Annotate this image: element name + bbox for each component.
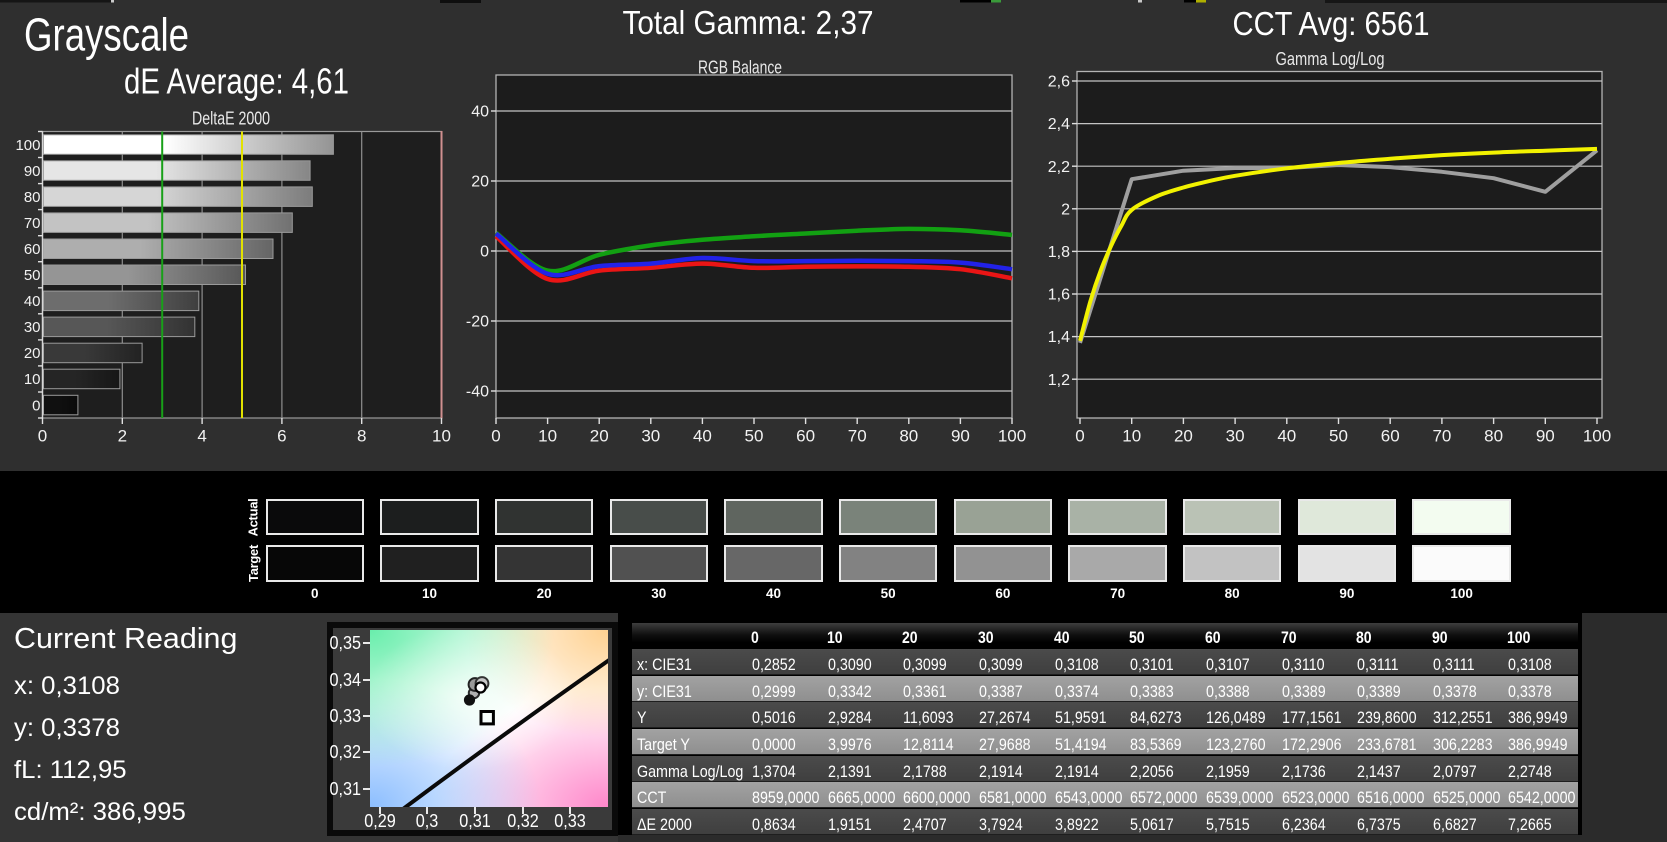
svg-text:1,4: 1,4 [1048, 329, 1070, 346]
svg-text:2: 2 [1061, 201, 1070, 218]
svg-text:-40: -40 [466, 384, 489, 401]
svg-text:0: 0 [38, 427, 47, 446]
svg-text:20: 20 [24, 345, 41, 362]
svg-text:2,2: 2,2 [1048, 159, 1070, 176]
svg-text:20: 20 [590, 427, 609, 446]
svg-text:0: 0 [1075, 427, 1084, 446]
svg-text:0: 0 [491, 427, 500, 446]
svg-text:Gamma Log/Log: Gamma Log/Log [1276, 49, 1385, 69]
svg-text:DeltaE 2000: DeltaE 2000 [192, 109, 270, 129]
svg-text:50: 50 [24, 267, 41, 284]
svg-text:40: 40 [24, 293, 41, 310]
svg-text:100: 100 [15, 137, 40, 154]
svg-text:1,2: 1,2 [1048, 372, 1070, 389]
svg-text:dE Average: 4,61: dE Average: 4,61 [124, 61, 349, 102]
svg-text:30: 30 [641, 427, 660, 446]
svg-text:40: 40 [471, 104, 489, 121]
svg-text:30: 30 [1226, 427, 1245, 446]
svg-text:50: 50 [1329, 427, 1348, 446]
svg-text:10: 10 [1122, 427, 1141, 446]
svg-text:Total Gamma: 2,37: Total Gamma: 2,37 [623, 4, 874, 41]
svg-text:1,8: 1,8 [1048, 244, 1070, 261]
svg-text:40: 40 [693, 427, 712, 446]
svg-text:2,6: 2,6 [1048, 74, 1070, 91]
svg-text:30: 30 [24, 319, 41, 336]
svg-text:2,4: 2,4 [1048, 116, 1070, 133]
svg-text:60: 60 [24, 241, 41, 258]
svg-text:50: 50 [745, 427, 764, 446]
svg-text:10: 10 [432, 427, 451, 446]
svg-text:70: 70 [1432, 427, 1451, 446]
svg-text:10: 10 [24, 371, 41, 388]
svg-text:1,6: 1,6 [1048, 287, 1070, 304]
svg-text:20: 20 [1174, 427, 1193, 446]
svg-text:CCT Avg: 6561: CCT Avg: 6561 [1233, 5, 1430, 42]
svg-text:70: 70 [24, 215, 41, 232]
svg-text:60: 60 [796, 427, 815, 446]
svg-text:0: 0 [480, 244, 489, 261]
svg-text:100: 100 [1583, 427, 1611, 446]
svg-text:-20: -20 [466, 314, 489, 331]
svg-text:90: 90 [951, 427, 970, 446]
svg-text:90: 90 [1536, 427, 1555, 446]
svg-text:10: 10 [538, 427, 557, 446]
svg-text:40: 40 [1277, 427, 1296, 446]
svg-text:80: 80 [1484, 427, 1503, 446]
svg-text:2: 2 [118, 427, 127, 446]
svg-text:70: 70 [848, 427, 867, 446]
svg-text:80: 80 [899, 427, 918, 446]
svg-text:0: 0 [32, 397, 40, 414]
svg-text:60: 60 [1381, 427, 1400, 446]
svg-text:90: 90 [24, 163, 41, 180]
svg-text:4: 4 [197, 427, 206, 446]
svg-text:80: 80 [24, 189, 41, 206]
svg-text:Grayscale: Grayscale [24, 9, 189, 61]
svg-text:20: 20 [471, 174, 489, 191]
svg-text:RGB Balance: RGB Balance [698, 58, 782, 78]
svg-text:8: 8 [357, 427, 366, 446]
svg-text:100: 100 [998, 427, 1026, 446]
svg-text:6: 6 [277, 427, 286, 446]
